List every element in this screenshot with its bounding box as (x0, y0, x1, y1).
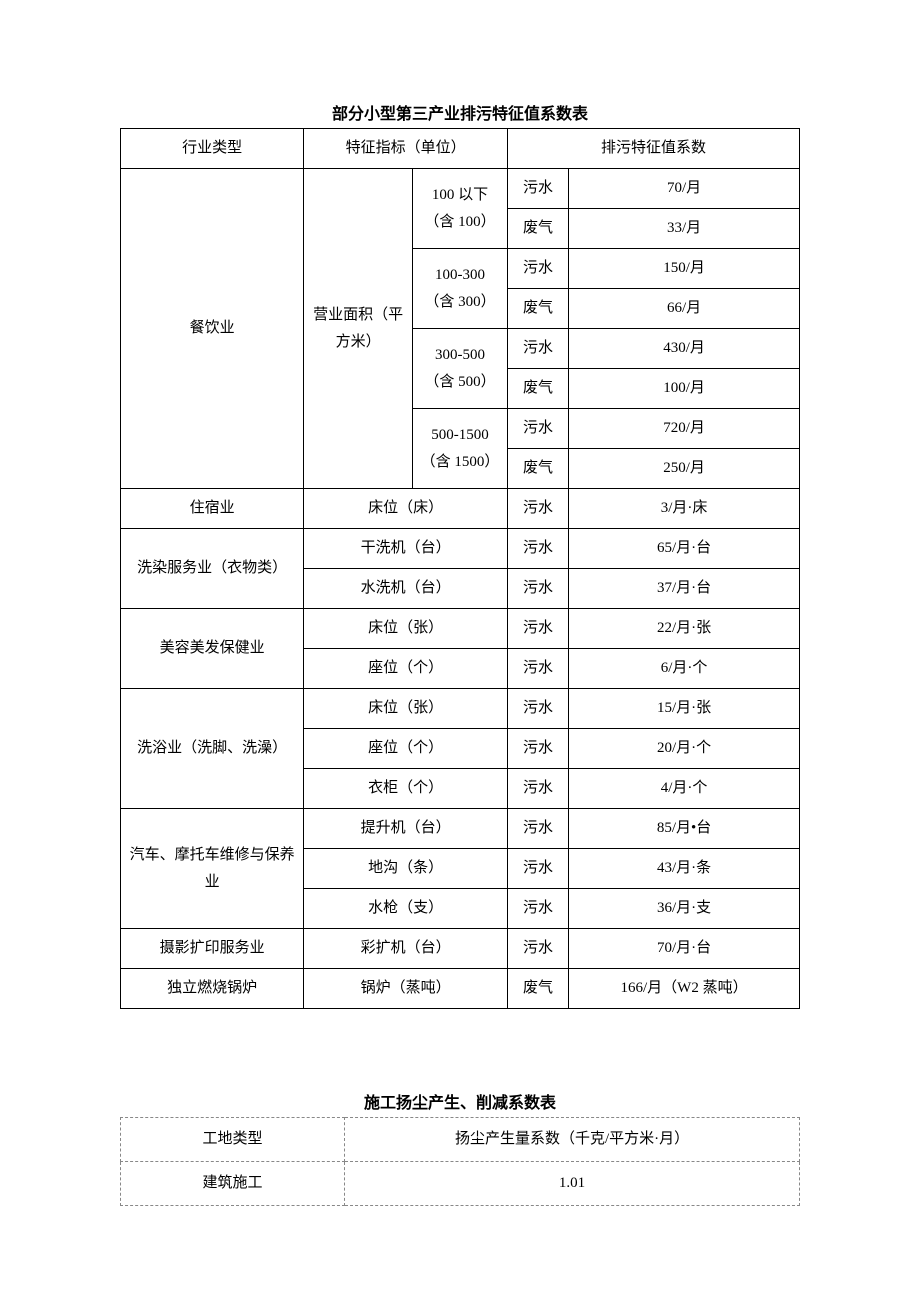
range-cell: 500-1500（含 1500） (412, 409, 507, 489)
pollutant-type-cell: 废气 (508, 449, 569, 489)
metric-cell: 地沟（条） (304, 849, 508, 889)
pollutant-type-cell: 污水 (508, 809, 569, 849)
table2-title: 施工扬尘产生、削减系数表 (120, 1089, 800, 1113)
table-row: 餐饮业营业面积（平方米）100 以下（含 100）污水70/月 (121, 169, 800, 209)
value-cell: 33/月 (569, 209, 800, 249)
industry-cell: 住宿业 (121, 489, 304, 529)
value-cell: 70/月·台 (569, 929, 800, 969)
table1-header-row: 行业类型 特征指标（单位） 排污特征值系数 (121, 129, 800, 169)
table-row: 建筑施工1.01 (121, 1162, 800, 1206)
value-cell: 22/月·张 (569, 609, 800, 649)
industry-cell: 洗染服务业（衣物类） (121, 529, 304, 609)
pollutant-type-cell: 废气 (508, 209, 569, 249)
table-row: 洗浴业（洗脚、洗澡）床位（张）污水15/月·张 (121, 689, 800, 729)
industry-cell: 餐饮业 (121, 169, 304, 489)
metric-cell: 座位（个） (304, 649, 508, 689)
metric-cell: 营业面积（平方米） (304, 169, 413, 489)
industry-cell: 汽车、摩托车维修与保养业 (121, 809, 304, 929)
pollutant-type-cell: 污水 (508, 729, 569, 769)
pollutant-type-cell: 污水 (508, 689, 569, 729)
table2-header-row: 工地类型 扬尘产生量系数（千克/平方米·月） (121, 1118, 800, 1162)
pollutant-type-cell: 污水 (508, 409, 569, 449)
range-cell: 100-300（含 300） (412, 249, 507, 329)
metric-cell: 锅炉（蒸吨） (304, 969, 508, 1009)
pollutant-type-cell: 污水 (508, 569, 569, 609)
pollutant-type-cell: 废气 (508, 289, 569, 329)
pollutant-type-cell: 废气 (508, 369, 569, 409)
table2: 工地类型 扬尘产生量系数（千克/平方米·月） 建筑施工1.01 (120, 1117, 800, 1206)
value-cell: 100/月 (569, 369, 800, 409)
pollutant-type-cell: 污水 (508, 649, 569, 689)
table1-title: 部分小型第三产业排污特征值系数表 (120, 100, 800, 124)
range-cell: 100 以下（含 100） (412, 169, 507, 249)
metric-cell: 衣柜（个） (304, 769, 508, 809)
value-cell: 6/月·个 (569, 649, 800, 689)
value-cell: 720/月 (569, 409, 800, 449)
pollutant-type-cell: 废气 (508, 969, 569, 1009)
value-cell: 85/月•台 (569, 809, 800, 849)
value-cell: 43/月·条 (569, 849, 800, 889)
value-cell: 150/月 (569, 249, 800, 289)
table-row: 美容美发保健业床位（张）污水22/月·张 (121, 609, 800, 649)
site-type-cell: 建筑施工 (121, 1162, 345, 1206)
industry-cell: 美容美发保健业 (121, 609, 304, 689)
pollutant-type-cell: 污水 (508, 249, 569, 289)
metric-cell: 水枪（支） (304, 889, 508, 929)
pollutant-type-cell: 污水 (508, 169, 569, 209)
value-cell: 65/月·台 (569, 529, 800, 569)
value-cell: 15/月·张 (569, 689, 800, 729)
table1-h0: 行业类型 (121, 129, 304, 169)
table-row: 摄影扩印服务业彩扩机（台）污水70/月·台 (121, 929, 800, 969)
pollutant-type-cell: 污水 (508, 609, 569, 649)
value-cell: 166/月（W2 蒸吨） (569, 969, 800, 1009)
metric-cell: 干洗机（台） (304, 529, 508, 569)
metric-cell: 座位（个） (304, 729, 508, 769)
pollutant-type-cell: 污水 (508, 889, 569, 929)
value-cell: 66/月 (569, 289, 800, 329)
value-cell: 250/月 (569, 449, 800, 489)
value-cell: 3/月·床 (569, 489, 800, 529)
table1-h1: 特征指标（单位） (304, 129, 508, 169)
value-cell: 4/月·个 (569, 769, 800, 809)
table1-h2: 排污特征值系数 (508, 129, 800, 169)
industry-cell: 独立燃烧锅炉 (121, 969, 304, 1009)
metric-cell: 床位（床） (304, 489, 508, 529)
metric-cell: 床位（张） (304, 609, 508, 649)
value-cell: 1.01 (345, 1162, 800, 1206)
metric-cell: 水洗机（台） (304, 569, 508, 609)
table2-h0: 工地类型 (121, 1118, 345, 1162)
table-row: 住宿业床位（床）污水3/月·床 (121, 489, 800, 529)
industry-cell: 摄影扩印服务业 (121, 929, 304, 969)
pollutant-type-cell: 污水 (508, 849, 569, 889)
pollutant-type-cell: 污水 (508, 929, 569, 969)
value-cell: 37/月·台 (569, 569, 800, 609)
pollutant-type-cell: 污水 (508, 529, 569, 569)
table-row: 独立燃烧锅炉锅炉（蒸吨）废气166/月（W2 蒸吨） (121, 969, 800, 1009)
value-cell: 20/月·个 (569, 729, 800, 769)
pollutant-type-cell: 污水 (508, 329, 569, 369)
metric-cell: 提升机（台） (304, 809, 508, 849)
pollutant-type-cell: 污水 (508, 489, 569, 529)
table-row: 洗染服务业（衣物类）干洗机（台）污水65/月·台 (121, 529, 800, 569)
table2-h1: 扬尘产生量系数（千克/平方米·月） (345, 1118, 800, 1162)
value-cell: 430/月 (569, 329, 800, 369)
value-cell: 36/月·支 (569, 889, 800, 929)
metric-cell: 彩扩机（台） (304, 929, 508, 969)
table1: 行业类型 特征指标（单位） 排污特征值系数 餐饮业营业面积（平方米）100 以下… (120, 128, 800, 1009)
range-cell: 300-500（含 500） (412, 329, 507, 409)
value-cell: 70/月 (569, 169, 800, 209)
metric-cell: 床位（张） (304, 689, 508, 729)
industry-cell: 洗浴业（洗脚、洗澡） (121, 689, 304, 809)
table-row: 汽车、摩托车维修与保养业提升机（台）污水85/月•台 (121, 809, 800, 849)
pollutant-type-cell: 污水 (508, 769, 569, 809)
